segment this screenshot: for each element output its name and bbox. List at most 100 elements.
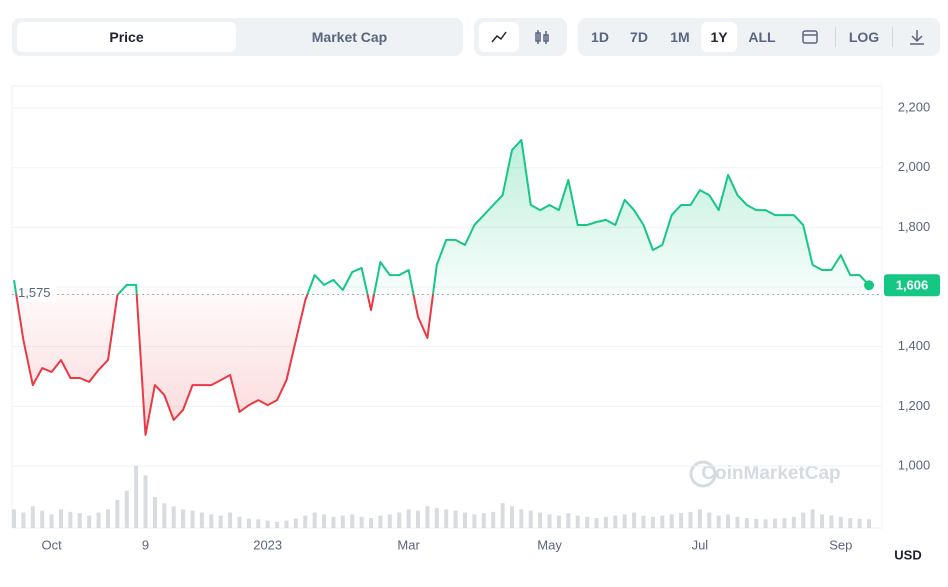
volume-bar [547,514,552,528]
volume-bar [491,511,496,528]
y-tick-label: 1,000 [898,457,931,472]
volume-bar [134,466,139,528]
volume-bar [218,515,223,528]
chart-type-group [474,18,567,56]
volume-bar [763,519,768,528]
range-button[interactable]: ALL [748,29,776,45]
volume-bar [782,518,787,528]
volume-bar [500,503,505,528]
volume-bar [190,510,195,528]
volume-bar [744,518,749,528]
volume-bar [199,512,204,528]
volume-bar [641,515,646,528]
volume-bar [387,514,392,528]
volume-bar [716,515,721,528]
range-button[interactable]: 1Y [701,22,737,52]
line-icon [491,31,507,43]
volume-bar [68,511,73,528]
download-button[interactable] [900,22,934,52]
volume-bar [613,515,618,528]
line-type-button[interactable] [479,22,519,52]
volume-bar [660,515,665,528]
candle-icon [535,30,549,44]
volume-bar [622,514,627,528]
volume-bar [867,519,871,528]
volume-bar [378,515,383,528]
candle-type-button[interactable] [522,22,562,52]
volume-bar [171,506,176,528]
range-button[interactable]: 1M [670,29,690,45]
volume-bar [810,509,815,528]
y-tick-label: 2,000 [898,159,931,174]
volume-bar [707,512,712,528]
volume-bar [284,520,289,528]
volume-bar [425,506,430,528]
calendar-icon [802,30,818,44]
download-icon [910,30,924,45]
volume-bar [124,490,129,528]
volume-bar [594,518,599,528]
range-button[interactable]: 7D [630,29,648,45]
volume-bar [538,512,543,528]
volume-bar [369,518,374,528]
tab-group: Price Market Cap [12,18,463,56]
volume-bar [58,509,63,528]
watermark: CoinMarketCap [701,463,840,484]
volume-bar [228,512,233,528]
volume-bar [143,475,148,528]
volume-bar [265,520,270,528]
volume-bar [303,515,308,528]
divider [835,27,836,47]
volume-bar [312,512,317,528]
volume-bar [773,518,778,528]
y-tick-label: 2,200 [898,100,931,115]
x-tick-label: Mar [397,537,420,552]
x-tick-label: Sep [829,537,852,552]
volume-bar [322,514,327,528]
volume-bar [820,514,825,528]
volume-bar [275,521,280,528]
volume-bar [49,514,54,528]
x-tick-label: May [537,537,562,552]
volume-bar [293,518,298,528]
volume-bar [632,512,637,528]
volume-bar [246,518,251,528]
volume-bar [359,516,364,528]
volume-bar [697,509,702,528]
volume-bar [96,512,101,528]
volume-bar [453,510,458,528]
volume-bar [340,515,345,528]
volume-bar [256,519,261,528]
volume-bar [857,518,862,528]
volume-bar [603,516,608,528]
volume-bar [162,503,167,528]
volume-bar [444,509,449,528]
volume-bar [838,516,843,528]
x-tick-label: Jul [692,537,709,552]
range-button[interactable]: 1D [591,29,609,45]
y-tick-label: 1,800 [898,219,931,234]
tab[interactable]: Price [17,22,236,52]
range-group: 1D 7D 1M 1Y ALL LOG [578,18,940,56]
volume-bar [791,516,796,528]
x-tick-label: 2023 [253,537,282,552]
volume-bar [528,510,533,528]
volume-bar [679,513,684,528]
volume-bar [735,516,740,528]
volume-bar [416,510,421,528]
volume-bar [519,509,524,528]
tab[interactable]: Market Cap [311,29,388,45]
volume-bar [406,509,411,528]
log-button[interactable]: LOG [848,29,880,45]
volume-bar [575,515,580,528]
volume-bar [481,513,486,528]
price-line [13,139,870,436]
volume-bar [87,515,92,528]
currency-label: USD [894,547,921,562]
baseline-label: 1,575 [18,285,51,300]
volume-bar [209,514,214,528]
calendar-button[interactable] [792,22,828,52]
volume-bar [237,516,242,528]
